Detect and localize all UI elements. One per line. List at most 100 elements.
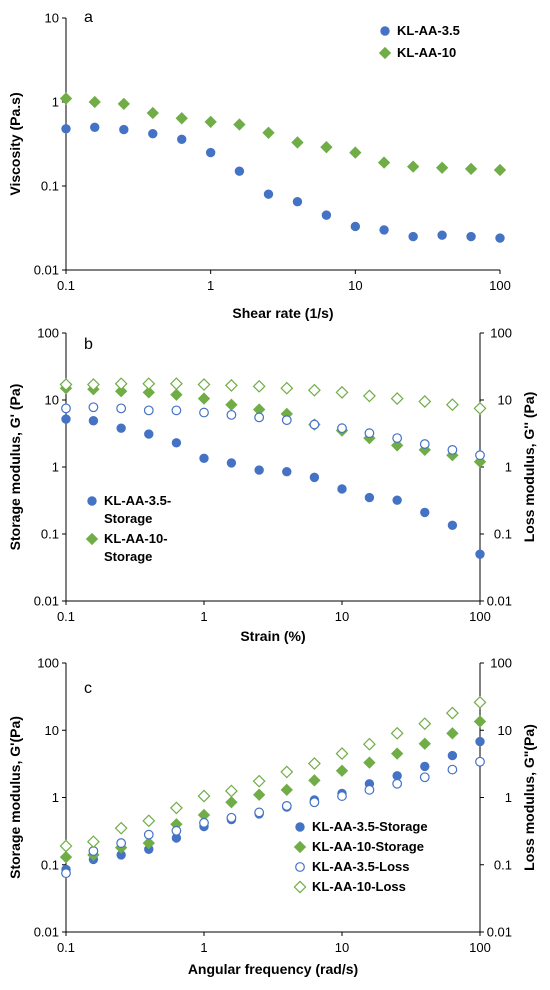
data-point	[252, 379, 266, 393]
legend-entry: KL-AA-10-Storage	[85, 531, 168, 564]
legend-entry: KL-AA-10	[378, 45, 456, 60]
x-tick-label: 1	[200, 609, 207, 624]
data-point	[379, 225, 389, 235]
legend-marker	[380, 26, 390, 36]
data-point	[281, 415, 292, 426]
x-tick-label: 10	[348, 278, 362, 293]
data-point	[171, 825, 182, 836]
y-tick-label: 0.01	[34, 263, 59, 278]
x-tick-label: 1	[207, 278, 214, 293]
data-point	[263, 189, 274, 199]
data-point	[475, 450, 485, 461]
y-axis-label: Storage modulus, G' (Pa)	[7, 384, 23, 551]
data-point	[446, 727, 459, 740]
y-tick-label: 10	[45, 11, 59, 26]
data-point	[350, 221, 361, 232]
x-axis-label: Shear rate (1/s)	[232, 305, 333, 321]
data-point	[408, 231, 418, 242]
y-right-tick-label: 1	[505, 460, 512, 475]
data-point	[309, 797, 320, 808]
data-point	[349, 146, 362, 159]
data-point	[280, 783, 293, 797]
series-kl-aa-10-loss	[59, 377, 487, 415]
x-axis-label: Angular frequency (rad/s)	[188, 961, 358, 977]
data-point	[88, 402, 99, 413]
data-point	[262, 126, 275, 139]
data-point	[281, 801, 292, 811]
data-point	[447, 520, 458, 530]
data-point	[420, 507, 430, 518]
legend-entry: KL-AA-10-Storage	[293, 839, 424, 854]
data-point	[464, 162, 478, 176]
data-point	[169, 801, 183, 815]
data-point	[473, 695, 487, 709]
series-kl-aa-3.5-storage	[61, 414, 485, 559]
legend-label: KL-AA-3.5-	[104, 493, 171, 508]
data-point	[335, 747, 349, 761]
data-point	[61, 414, 71, 424]
data-point	[445, 398, 459, 412]
y-right-tick-label: 1	[505, 790, 512, 805]
data-point	[59, 839, 73, 853]
data-point	[146, 106, 159, 120]
data-point	[225, 398, 238, 411]
data-point	[114, 821, 128, 835]
data-point	[280, 765, 294, 779]
legend-label: Storage	[104, 549, 152, 564]
panel-tag: c	[84, 680, 92, 697]
x-axis-label: Strain (%)	[240, 628, 305, 644]
data-point	[252, 788, 266, 801]
data-point	[406, 160, 420, 173]
data-point	[148, 128, 158, 139]
data-point	[308, 774, 321, 787]
data-point	[114, 377, 128, 391]
data-point	[90, 122, 100, 132]
data-point	[142, 836, 155, 850]
legend-entry: KL-AA-3.5- Storage	[87, 493, 171, 526]
legend-label: KL-AA-3.5-Loss	[312, 859, 410, 874]
x-tick-label: 0.1	[57, 940, 75, 955]
data-point	[292, 197, 303, 207]
data-point	[377, 156, 391, 169]
data-point	[337, 423, 347, 434]
data-point	[116, 838, 127, 848]
data-point	[144, 429, 154, 439]
data-point	[418, 395, 432, 408]
data-point	[88, 95, 101, 109]
data-point	[390, 726, 404, 740]
legend-label: KL-AA-3.5-Storage	[312, 819, 428, 834]
legend-marker	[295, 822, 305, 832]
data-point	[418, 717, 432, 731]
data-point	[61, 403, 71, 414]
data-point	[197, 392, 211, 405]
data-point	[337, 484, 347, 494]
y-right-tick-label: 0.01	[487, 594, 512, 609]
legend-label: KL-AA-10-Storage	[312, 839, 424, 854]
data-point	[86, 378, 100, 392]
y-tick-label: 0.1	[41, 857, 59, 872]
data-point	[197, 789, 211, 803]
series-kl-aa-3.5-loss	[61, 756, 485, 879]
y-right-tick-label: 0.1	[494, 527, 512, 542]
data-point	[86, 835, 100, 849]
data-point	[392, 778, 403, 789]
legend-entry: KL-AA-10-Loss	[293, 879, 406, 894]
data-point	[321, 210, 332, 220]
y-tick-label: 100	[37, 656, 59, 671]
legend-label: Storage	[104, 511, 152, 526]
data-point	[419, 439, 430, 449]
legend-marker	[85, 532, 99, 546]
data-point	[117, 97, 130, 111]
data-point	[362, 389, 376, 403]
data-point	[226, 458, 237, 468]
y-tick-label: 0.01	[34, 925, 59, 940]
legend-marker	[293, 840, 307, 854]
data-point	[447, 764, 458, 775]
y-right-tick-label: 10	[498, 723, 512, 738]
data-point	[282, 467, 292, 477]
data-point	[119, 124, 129, 135]
x-tick-label: 100	[469, 609, 491, 624]
data-point	[143, 829, 154, 840]
data-point	[437, 230, 447, 240]
